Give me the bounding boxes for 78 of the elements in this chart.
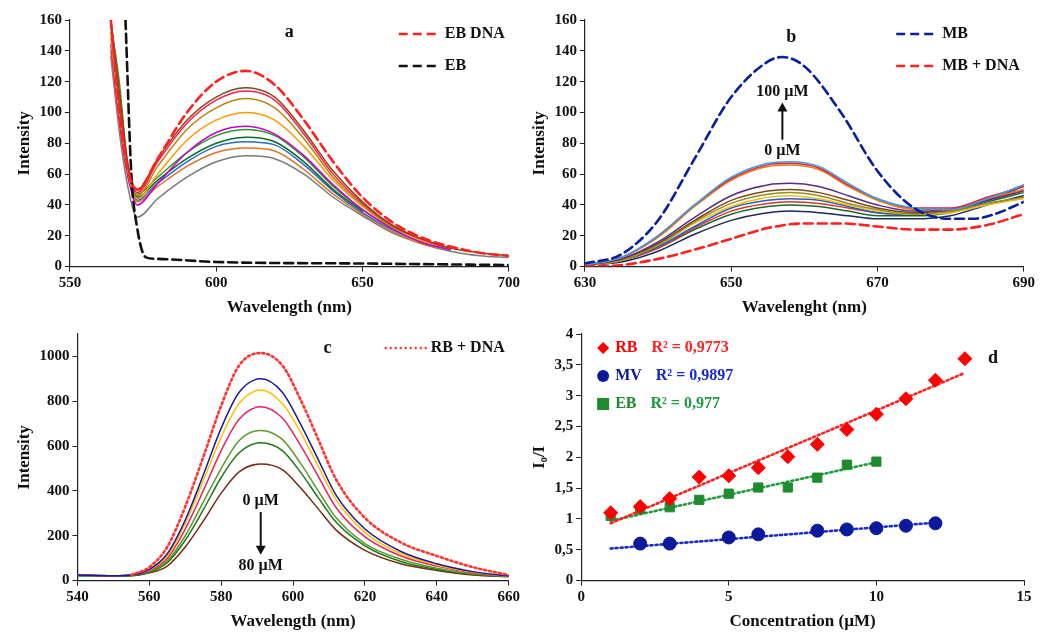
x-tick-label: 630 [573,274,597,291]
legend-label: MV [615,366,643,384]
x-tick-label: 600 [204,274,228,291]
annotation: 0 µM [764,140,801,159]
y-axis-title: Intensity [528,110,548,176]
y-tick-label: 1,5 [554,479,574,495]
text: R² = 0,9773 [651,338,729,356]
x-tick-label: 10 [868,588,884,605]
y-tick-label: 0 [565,571,574,588]
y-tick-label: 1 [565,509,574,526]
x-tick-label: 650 [351,274,374,291]
legend-label: EB [615,394,637,412]
x-axis-title: Wavelength (nm) [226,297,352,317]
y-tick-label: 100 [39,103,62,120]
x-tick-label: 550 [58,274,82,291]
x-tick-label: 640 [425,588,449,605]
y-tick-label: 1000 [39,347,70,364]
legend-label: MB [942,24,969,42]
y-tick-label: 120 [39,72,62,89]
y-axis-title: I₀/I [528,445,548,469]
text: R² = 0,977 [650,394,720,412]
y-tick-label: 3,5 [554,355,574,372]
x-axis-title: Wavelenght (nm) [741,297,867,317]
y-tick-label: 20 [561,226,577,243]
x-tick-label: 580 [209,588,233,605]
y-tick-label: 0 [569,257,577,274]
y-tick-label: 200 [46,526,70,543]
x-tick-label: 5 [725,588,733,605]
x-tick-label: 600 [281,588,305,605]
annotation: b [786,25,797,46]
y-tick-label: 80 [46,134,62,151]
annotation: 80 µM [238,555,283,574]
x-tick-label: 670 [866,274,889,291]
y-tick-label: 2 [565,448,574,465]
x-tick-label: 700 [497,274,520,291]
x-axis-title: Concentration (µM) [729,611,876,631]
legend-label: RB [615,338,638,356]
y-tick-label: 800 [46,392,70,409]
annotation: 100 µM [756,81,809,100]
y-tick-label: 120 [554,72,577,89]
y-tick-label: 0 [61,571,70,588]
y-tick-label: 60 [561,165,577,181]
x-tick-label: 690 [1012,274,1035,291]
y-axis-title: Intensity [13,424,33,490]
y-tick-label: 0 [54,257,62,274]
y-tick-label: 40 [46,195,62,212]
legend-label: EB DNA [444,24,506,42]
x-tick-label: 620 [353,588,377,605]
y-axis-title: Intensity [13,110,33,176]
annotation: c [323,337,332,358]
x-tick-label: 560 [138,588,161,605]
y-tick-label: 4 [565,324,574,341]
y-tick-label: 400 [46,481,70,498]
text: R² = 0,9897 [655,366,734,384]
y-tick-label: 100 [554,103,577,120]
y-tick-label: 60 [46,165,62,181]
y-tick-label: 3 [565,386,574,403]
annotation: 0 µM [242,491,279,510]
legend-label: RB + DNA [430,338,506,356]
y-tick-label: 20 [46,226,62,243]
y-tick-label: 140 [39,41,62,58]
x-tick-label: 15 [1016,588,1032,605]
y-tick-label: 2,5 [554,417,574,434]
x-tick-label: 540 [66,588,89,605]
legend-label: MB + DNA [942,56,1021,74]
annotation: a [284,20,294,41]
x-axis-title: Wavelength (nm) [230,611,356,631]
annotation: d [987,347,999,368]
y-tick-label: 40 [561,195,577,212]
x-tick-label: 650 [719,274,743,291]
x-tick-label: 660 [497,588,520,605]
y-tick-label: 0,5 [554,540,574,557]
y-tick-label: 80 [561,134,577,151]
y-tick-label: 160 [554,10,577,27]
y-tick-label: 600 [46,436,70,453]
y-tick-label: 160 [39,10,62,27]
y-tick-label: 140 [554,41,577,58]
legend-label: EB [444,56,467,74]
